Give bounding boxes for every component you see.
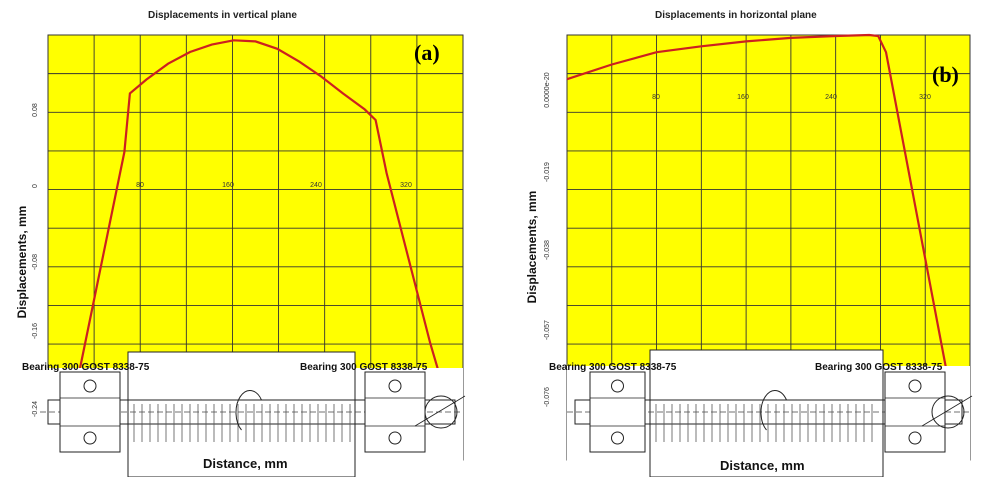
x-tick-label: 240: [310, 182, 322, 189]
x-tick-label: 80: [136, 182, 144, 189]
chart-title: Displacements in horizontal plane: [655, 10, 817, 21]
chart-title: Displacements in vertical plane: [148, 10, 297, 21]
bearing-right: [364, 371, 426, 453]
bearing-label-right: Bearing 300 GOST 8338-75: [815, 362, 943, 373]
bearing-housing: [59, 371, 121, 453]
y-tick-label: 0: [32, 184, 39, 188]
shaft-hatching: [133, 404, 351, 442]
y-tick-label: -0.076: [544, 387, 551, 407]
shaft-drawing: [567, 349, 973, 477]
y-tick-label: -0.038: [544, 240, 551, 260]
end-force-line: [414, 395, 466, 427]
bearing-ball: [908, 379, 922, 393]
panel-tag: (a): [414, 40, 440, 65]
x-axis-label: Distance, mm: [720, 458, 805, 473]
bearing-left: [59, 371, 121, 453]
end-circle-icon: [424, 395, 458, 429]
bearing-label-left: Bearing 300 GOST 8338-75: [549, 362, 677, 373]
x-tick-label: 320: [400, 182, 412, 189]
bearing-ball: [388, 379, 402, 393]
bearing-label-left: Bearing 300 GOST 8338-75: [22, 362, 150, 373]
x-tick-label: 80: [652, 94, 660, 101]
chart-b-svg: 80 160 240 320 0.0000e-20 -0.019 -0.038 -0.057 -…: [544, 33, 973, 477]
chart-a-svg: 80 160 240 320 0.08 0 -0.08 -0.16 -0.24: [32, 34, 466, 477]
rotation-arrow-icon: [235, 390, 262, 431]
rotation-arrow-icon: [760, 390, 787, 431]
shaft-tube: [649, 349, 884, 477]
shaft-hatching: [655, 404, 873, 442]
y-tick-label: -0.16: [32, 323, 39, 339]
bearing-housing: [884, 371, 946, 453]
end-force-line: [921, 395, 973, 427]
bearing-ball: [388, 431, 402, 445]
x-tick-label: 240: [825, 94, 837, 101]
y-tick-label: -0.08: [32, 254, 39, 270]
y-tick-label: 0.0000e-20: [544, 72, 551, 108]
bearing-ball: [908, 431, 922, 445]
bearing-label-right: Bearing 300 GOST 8338-75: [300, 362, 428, 373]
bearing-right: [884, 371, 946, 453]
y-tick-label: -0.019: [544, 162, 551, 182]
chart-panel-a: Displacements in vertical plane Displace…: [0, 0, 470, 477]
displacement-curve: [57, 39, 454, 461]
bearing-housing: [364, 371, 426, 453]
bearing-left: [589, 371, 646, 453]
y-tick-label: 0.08: [32, 103, 39, 117]
displacement-curve: [566, 33, 966, 451]
x-tick-label: 320: [919, 94, 931, 101]
bearing-ball: [611, 431, 624, 445]
bearing-ball: [83, 431, 97, 445]
bearing-housing: [589, 371, 646, 453]
y-tick-label: -0.057: [544, 320, 551, 340]
y-tick-label: -0.24: [32, 401, 39, 417]
bearing-ball: [611, 379, 624, 393]
x-tick-label: 160: [737, 94, 749, 101]
panel-tag: (b): [932, 62, 959, 87]
x-axis-label: Distance, mm: [203, 456, 288, 471]
x-tick-label: 160: [222, 182, 234, 189]
shaft-body: [574, 399, 963, 425]
chart-panel-b: Displacements in horizontal plane Displa…: [505, 0, 990, 477]
shaft-drawing: [40, 351, 466, 477]
bearing-ball: [83, 379, 97, 393]
end-circle-icon: [931, 395, 965, 429]
